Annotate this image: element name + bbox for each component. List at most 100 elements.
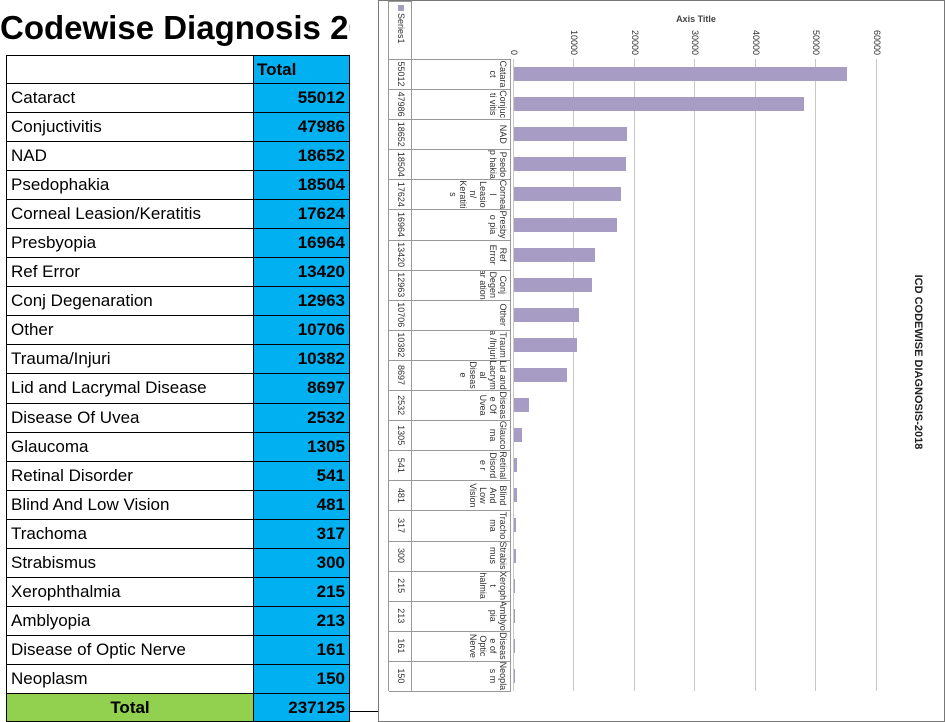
row-name: Psedophakia	[6, 170, 254, 201]
grid-line	[876, 59, 877, 691]
category-label: Retinal Disorde r	[478, 451, 508, 480]
table-value: 300	[396, 548, 406, 564]
row-value: 10706	[253, 315, 350, 346]
bar	[514, 337, 577, 352]
table-value: 47986	[396, 91, 406, 117]
row-name: NAD	[6, 141, 254, 172]
bar	[514, 277, 593, 292]
category-label: NAD	[498, 124, 508, 144]
table-line	[389, 269, 511, 271]
table-value: 161	[396, 638, 406, 654]
row-value: 13420	[253, 257, 350, 288]
table-value: 150	[396, 668, 406, 684]
y-tick-label: 30000	[690, 29, 701, 55]
row-value: 161	[253, 634, 350, 665]
bar	[514, 127, 627, 142]
row-name: Corneal Leasion/Keratitis	[6, 199, 254, 230]
table-line	[389, 600, 511, 602]
table-value: 1305	[396, 425, 406, 446]
row-value: 47986	[253, 112, 350, 143]
table-value: 481	[396, 487, 406, 503]
table-line	[389, 119, 511, 121]
connector	[350, 711, 378, 712]
category-label: Blind And Low Vision	[468, 483, 508, 508]
bar	[514, 187, 621, 202]
category-label: Conjucti vitis	[488, 90, 508, 119]
grid-line	[755, 59, 756, 691]
total-value: 237125	[253, 693, 350, 722]
row-name: Ref Error	[6, 257, 254, 288]
bar	[514, 67, 847, 82]
bar	[514, 488, 517, 503]
table-line	[389, 1, 412, 2]
row-name: Neoplasm	[6, 663, 254, 694]
bar	[514, 217, 617, 232]
table-line	[389, 59, 511, 60]
table-line	[389, 239, 511, 241]
bar	[514, 638, 515, 653]
row-value: 12963	[253, 286, 350, 317]
bar	[514, 247, 596, 262]
row-value: 55012	[253, 83, 350, 114]
table-line	[389, 540, 511, 542]
y-tick-label: 50000	[811, 29, 822, 55]
table-value: 541	[396, 457, 406, 473]
table-value: 17624	[396, 181, 406, 207]
bar	[514, 307, 579, 322]
grid-line	[815, 59, 817, 691]
category-label: Ref Error	[488, 244, 508, 265]
row-name: Conj Degenaration	[6, 286, 254, 317]
table-line	[389, 420, 511, 422]
category-label: Corneal Leasion/ Keratitis	[448, 179, 508, 210]
table-line	[389, 691, 511, 692]
y-tick-label: 0	[509, 49, 519, 55]
row-name: Disease of Optic Nerve	[6, 634, 254, 665]
table-line	[389, 450, 511, 452]
table-value: 55012	[396, 61, 406, 87]
table-line	[389, 630, 511, 632]
row-name: Presbyopia	[6, 228, 254, 259]
y-tick-label: 60000	[872, 29, 882, 55]
row-name: Cataract	[6, 83, 254, 114]
grid-line	[573, 59, 575, 691]
row-value: 1305	[253, 431, 350, 462]
table-value: 317	[396, 517, 406, 533]
row-value: 16964	[253, 228, 350, 259]
table-title: Codewise Diagnosis 2018	[0, 9, 350, 46]
y-tick-label: 20000	[630, 29, 640, 55]
table-value: 18504	[396, 151, 406, 177]
table-line	[389, 179, 511, 181]
row-value: 541	[253, 460, 350, 491]
row-value: 18504	[253, 170, 350, 201]
bar	[514, 368, 567, 382]
table-line	[388, 1, 389, 691]
category-label: Lid and Lacrymal Disease	[458, 360, 508, 390]
row-value: 481	[253, 489, 350, 520]
row-name: Trachoma	[6, 518, 254, 549]
header-total: Total	[253, 55, 350, 84]
row-value: 2532	[253, 402, 350, 433]
row-name: Retinal Disorder	[6, 460, 254, 491]
row-name: Blind And Low Vision	[6, 489, 254, 520]
row-value: 150	[253, 663, 350, 694]
row-name: Disease Of Uvea	[6, 402, 254, 433]
bar	[514, 428, 522, 443]
row-value: 17624	[253, 199, 350, 230]
category-label: Strabis mus	[488, 541, 508, 570]
category-label: Tracho ma	[488, 511, 508, 540]
y-tick-label: 10000	[569, 29, 580, 55]
row-value: 18652	[253, 141, 350, 172]
row-name: Conjuctivitis	[6, 112, 254, 143]
header-blank	[6, 55, 254, 84]
chart: ICD CODEWISE DIAGNOSIS-2018 Axis Title 0 10…	[378, 0, 945, 722]
bar	[514, 157, 626, 172]
bar	[514, 578, 516, 593]
table-line	[389, 359, 511, 361]
chart-title: ICD CODEWISE DIAGNOSIS-2018	[912, 274, 924, 450]
table-line	[389, 299, 511, 301]
table-value: 8697	[396, 364, 406, 385]
row-name: Glaucoma	[6, 431, 254, 462]
table-line	[389, 89, 511, 91]
category-label: Psedop hakia	[488, 149, 508, 179]
row-name: Strabismus	[6, 547, 254, 578]
